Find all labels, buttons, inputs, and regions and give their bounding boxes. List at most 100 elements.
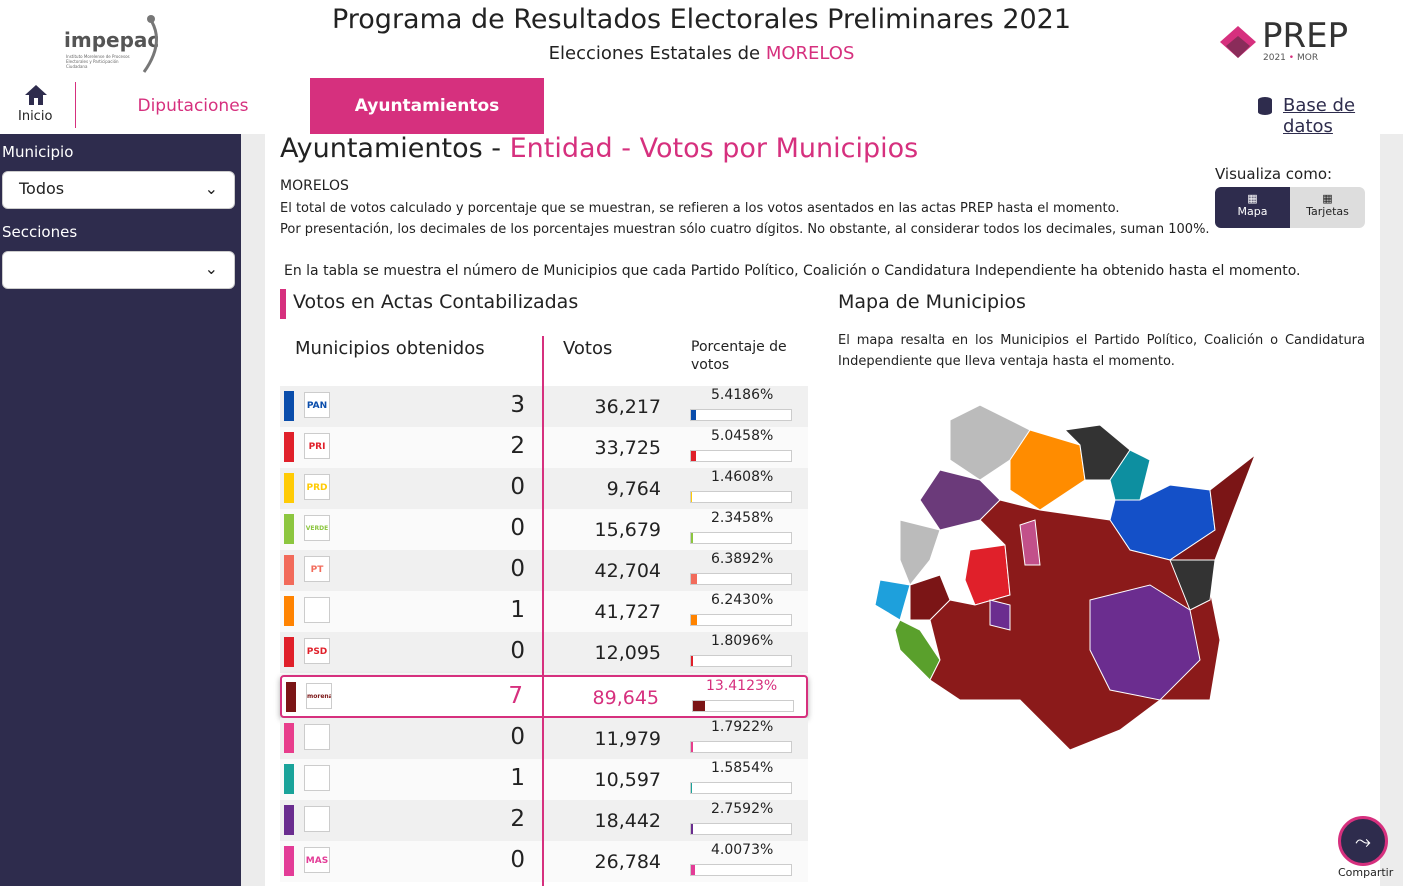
database-link[interactable]: Base de datos (1283, 95, 1356, 137)
party-color (284, 596, 294, 626)
title-bar (280, 289, 286, 319)
party-logo (304, 765, 330, 791)
party-logo-text: PT (310, 565, 324, 575)
table-row: MAS 0 26,784 4.0073% (280, 841, 808, 882)
party-logo (304, 724, 330, 750)
table-row: PAN 3 36,217 5.4186% (280, 386, 808, 427)
view-cards[interactable]: ▦ Tarjetas (1306, 192, 1349, 218)
percent-label: 1.5854% (711, 760, 774, 776)
percent-bar (691, 656, 693, 666)
table-row: morena 7 89,645 13.4123% (280, 675, 808, 718)
votos: 12,095 (594, 642, 661, 664)
view-label: Visualiza como: (1215, 165, 1333, 183)
percent-track (690, 864, 792, 876)
percent-track (690, 573, 792, 585)
percent-bar (691, 783, 693, 793)
state: MORELOS (280, 178, 349, 194)
municipios: 0 (510, 847, 525, 873)
municipios: 1 (510, 765, 525, 791)
prep-year: 2021 (1263, 53, 1286, 63)
percent-label: 1.8096% (711, 633, 774, 649)
municipios: 0 (510, 638, 525, 664)
table-title: Votos en Actas Contabilizadas (293, 291, 579, 313)
percent-label: 6.3892% (711, 551, 774, 567)
percent-track (690, 823, 792, 835)
municipios: 0 (510, 724, 525, 750)
secciones-select[interactable]: ⌄ (2, 251, 235, 289)
percent-bar (691, 742, 693, 752)
title-highlight: Entidad - Votos por Municipios (509, 133, 919, 164)
percent-track (690, 741, 792, 753)
votos: 36,217 (594, 396, 661, 418)
view-cards-label: Tarjetas (1306, 205, 1349, 218)
share-label: Compartir (1338, 866, 1394, 879)
percent-label: 4.0073% (711, 842, 774, 858)
party-color (284, 805, 294, 835)
view-toggle: ▦ Mapa ▦ Tarjetas (1215, 187, 1365, 228)
map[interactable] (870, 400, 1260, 760)
municipio-select[interactable]: Todos ⌄ (2, 171, 235, 209)
prep-sub: 2021 • MOR (1263, 53, 1319, 63)
table-row: 1 41,727 6.2430% (280, 591, 808, 632)
table-row: PRD 0 9,764 1.4608% (280, 468, 808, 509)
view-map[interactable]: ▦ Mapa (1215, 187, 1290, 228)
percent-label: 2.3458% (711, 510, 774, 526)
prep-state: MOR (1296, 53, 1319, 63)
party-logo-text: PSD (306, 647, 328, 657)
votos: 11,979 (594, 728, 661, 750)
table-note: En la tabla se muestra el número de Muni… (284, 263, 1301, 279)
home-icon[interactable] (24, 84, 48, 106)
municipios: 7 (508, 683, 523, 709)
percent-bar (691, 533, 694, 543)
map-title: Mapa de Municipios (838, 291, 1026, 313)
party-logo: PRD (304, 474, 330, 500)
percent-track (690, 532, 792, 544)
percent-bar (691, 865, 695, 875)
municipios: 0 (510, 556, 525, 582)
tab-active[interactable]: Ayuntamientos (310, 78, 544, 134)
logo[interactable]: impepac (64, 28, 160, 52)
municipios: 0 (510, 474, 525, 500)
party-logo-text: morena (307, 693, 332, 700)
party-logo (304, 597, 330, 623)
party-logo: PT (304, 556, 330, 582)
votos: 18,442 (594, 810, 661, 832)
subtitle-line: Elecciones Estatales de MORELOS (0, 43, 1403, 64)
percent-bar (691, 824, 694, 834)
db-icon (1258, 97, 1272, 115)
votos: 41,727 (594, 601, 661, 623)
percent-bar (691, 451, 696, 461)
party-color (284, 473, 294, 503)
party-color (286, 682, 296, 712)
percent-track (690, 614, 792, 626)
party-color (284, 432, 294, 462)
municipios: 3 (510, 392, 525, 418)
subtitle-state: MORELOS (765, 43, 855, 64)
party-logo: PRI (304, 433, 330, 459)
percent-label: 5.0458% (711, 428, 774, 444)
percent-track (690, 409, 792, 421)
percent-label: 6.2430% (711, 592, 774, 608)
logo-caption: Instituto Morelense de Procesos Electora… (66, 54, 130, 69)
party-logo (304, 806, 330, 832)
party-logo-text: PAN (306, 401, 328, 411)
share-button[interactable]: ⤳ (1338, 816, 1388, 866)
title: Programa de Resultados Electorales Preli… (331, 4, 1072, 35)
percent-bar (693, 701, 705, 711)
percent-label: 2.7592% (711, 801, 774, 817)
percent-track (690, 655, 792, 667)
home-link[interactable]: Inicio (18, 109, 53, 124)
party-color (284, 514, 294, 544)
votos: 26,784 (594, 851, 661, 873)
party-color (284, 555, 294, 585)
votos: 9,764 (606, 478, 661, 500)
subtitle: Elecciones Estatales de (548, 43, 761, 64)
tab[interactable]: Diputaciones (137, 96, 249, 116)
percent-track (690, 491, 792, 503)
percent-bar (691, 492, 693, 502)
table-row: PT 0 42,704 6.3892% (280, 550, 808, 591)
view-map-label: Mapa (1237, 205, 1268, 218)
percent-bar (691, 615, 697, 625)
party-color (284, 723, 294, 753)
sidebar (0, 134, 241, 886)
